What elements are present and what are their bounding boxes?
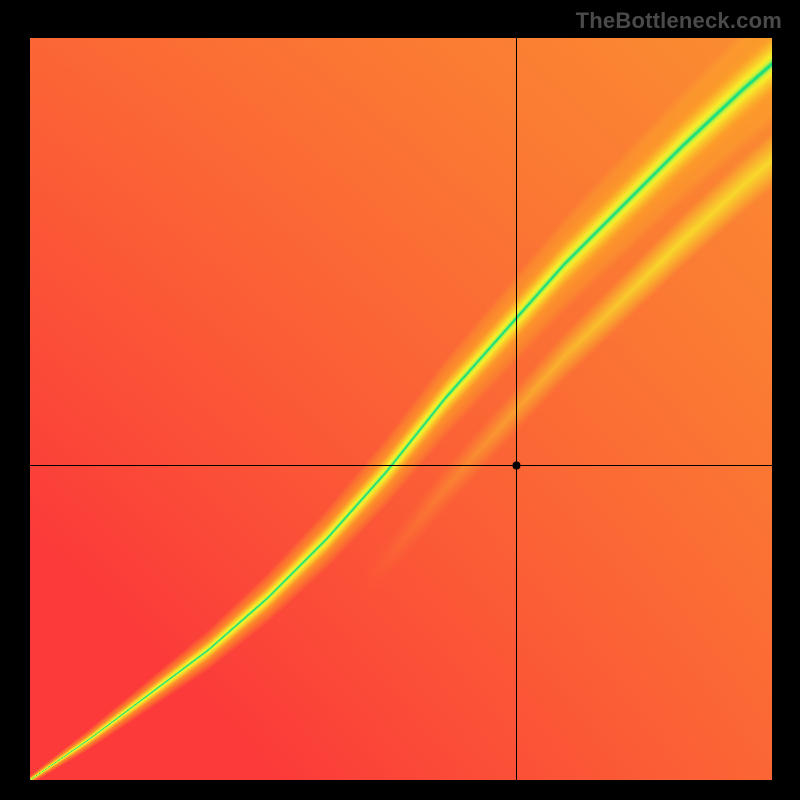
chart-frame [30, 38, 772, 780]
watermark-text: TheBottleneck.com [576, 8, 782, 34]
root-container: TheBottleneck.com [0, 0, 800, 800]
crosshair-point [30, 38, 772, 780]
